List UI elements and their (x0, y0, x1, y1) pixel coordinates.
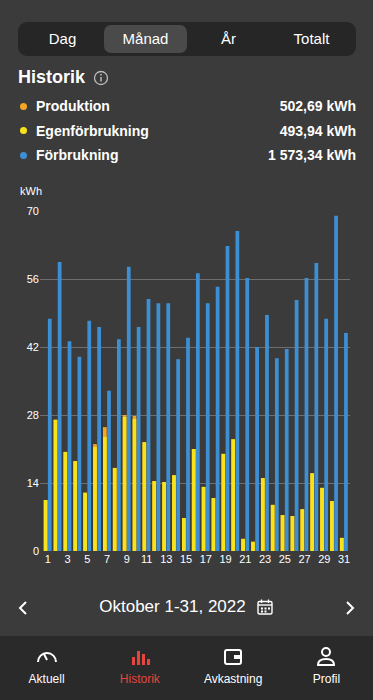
svg-text:7: 7 (104, 553, 110, 565)
html-text:1 573,34 kWh: 1 573,34 kWh (268, 147, 356, 164)
svg-text:5: 5 (84, 553, 90, 565)
svg-text:15: 15 (180, 553, 192, 565)
html-text:493,94 kWh: 493,94 kWh (279, 122, 356, 139)
html-text:Egenförbrukning: Egenförbrukning (36, 122, 149, 139)
html-text:Oktober 1-31, 2022: Oktober 1-31, 2022 (99, 597, 246, 616)
svg-text:25: 25 (279, 553, 291, 565)
html-text:Profil: Profil (312, 672, 340, 686)
svg-text:17: 17 (200, 553, 212, 565)
html-text:Förbrukning: Förbrukning (36, 147, 119, 164)
svg-text:13: 13 (160, 553, 172, 565)
html-text:Produktion: Produktion (36, 98, 110, 115)
svg-text:1: 1 (45, 553, 51, 565)
html-text:Historik: Historik (18, 67, 85, 87)
html-text:Dag: Dag (48, 30, 77, 47)
html-text:Totalt: Totalt (293, 30, 330, 47)
svg-text:29: 29 (318, 553, 330, 565)
svg-text:11: 11 (141, 553, 152, 565)
svg-text:70: 70 (27, 205, 39, 217)
svg-text:31: 31 (338, 553, 350, 565)
svg-text:42: 42 (27, 341, 39, 353)
svg-text:56: 56 (27, 273, 39, 285)
html-text:År: År (221, 30, 236, 47)
svg-text:21: 21 (239, 553, 251, 565)
svg-text:23: 23 (259, 553, 271, 565)
svg-text:14: 14 (27, 477, 39, 489)
svg-text:27: 27 (298, 553, 310, 565)
html-text:Månad: Månad (122, 30, 169, 47)
svg-text:kWh: kWh (20, 185, 42, 197)
svg-text:0: 0 (33, 545, 39, 557)
html-text:502,69 kWh: 502,69 kWh (279, 98, 356, 115)
html-text:Historik: Historik (119, 672, 160, 686)
svg-text:28: 28 (27, 409, 39, 421)
svg-text:9: 9 (124, 553, 130, 565)
svg-text:19: 19 (219, 553, 231, 565)
html-text:Avkastning: Avkastning (203, 672, 263, 686)
svg-text:3: 3 (65, 553, 71, 565)
html-text:Aktuell: Aktuell (28, 672, 65, 686)
